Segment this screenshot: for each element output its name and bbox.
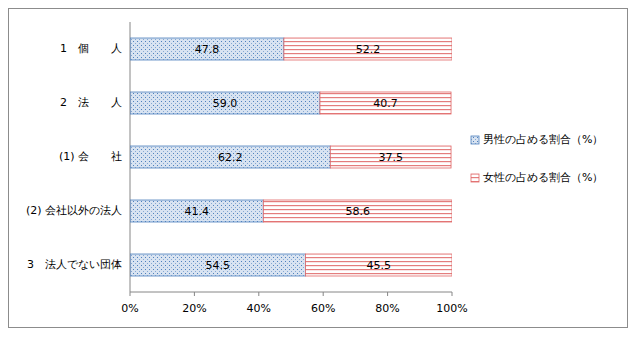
x-tick-label: 20% [182, 302, 206, 315]
x-tick [130, 292, 131, 296]
bar-segment [320, 92, 451, 114]
x-tick [323, 292, 324, 296]
data-label: 58.6 [345, 205, 370, 218]
legend-label: 女性の占める割合（%） [483, 170, 603, 185]
data-label: 59.0 [213, 97, 238, 110]
x-tick [452, 292, 453, 296]
x-tick-label: 80% [375, 302, 399, 315]
bars [130, 38, 452, 276]
data-label: 62.2 [218, 151, 243, 164]
x-tick [258, 292, 259, 296]
legend-label: 男性の占める割合（%） [483, 132, 603, 147]
category-label: (1) 会 社 [18, 150, 122, 164]
x-tick [387, 292, 388, 296]
data-label: 47.8 [195, 43, 220, 56]
bar-segment [284, 38, 452, 60]
category-label: 3 法人でない団体 [18, 258, 122, 272]
category-label: (2) 会社以外の法人 [18, 204, 122, 218]
bar-segment [130, 38, 284, 60]
legend-swatch [471, 136, 479, 144]
x-tick-label: 60% [311, 302, 335, 315]
data-label: 52.2 [356, 43, 381, 56]
category-label: 1 個 人 [18, 42, 122, 56]
data-label: 37.5 [378, 151, 403, 164]
bar-segment [305, 254, 452, 276]
x-tick-label: 40% [247, 302, 271, 315]
legend-swatch [471, 174, 479, 182]
bar-segment [130, 200, 263, 222]
bar-segment [130, 146, 330, 168]
x-axis-line [130, 292, 452, 293]
bar-segment [330, 146, 451, 168]
x-tick [194, 292, 195, 296]
category-label: 2 法 人 [18, 96, 122, 110]
data-label: 54.5 [205, 259, 230, 272]
data-label: 40.7 [373, 97, 398, 110]
data-label: 41.4 [184, 205, 209, 218]
x-tick-label: 100% [436, 302, 467, 315]
data-label: 45.5 [366, 259, 391, 272]
x-tick-label: 0% [121, 302, 138, 315]
bar-segment [263, 200, 452, 222]
bar-segment [130, 92, 320, 114]
bar-segment [130, 254, 305, 276]
